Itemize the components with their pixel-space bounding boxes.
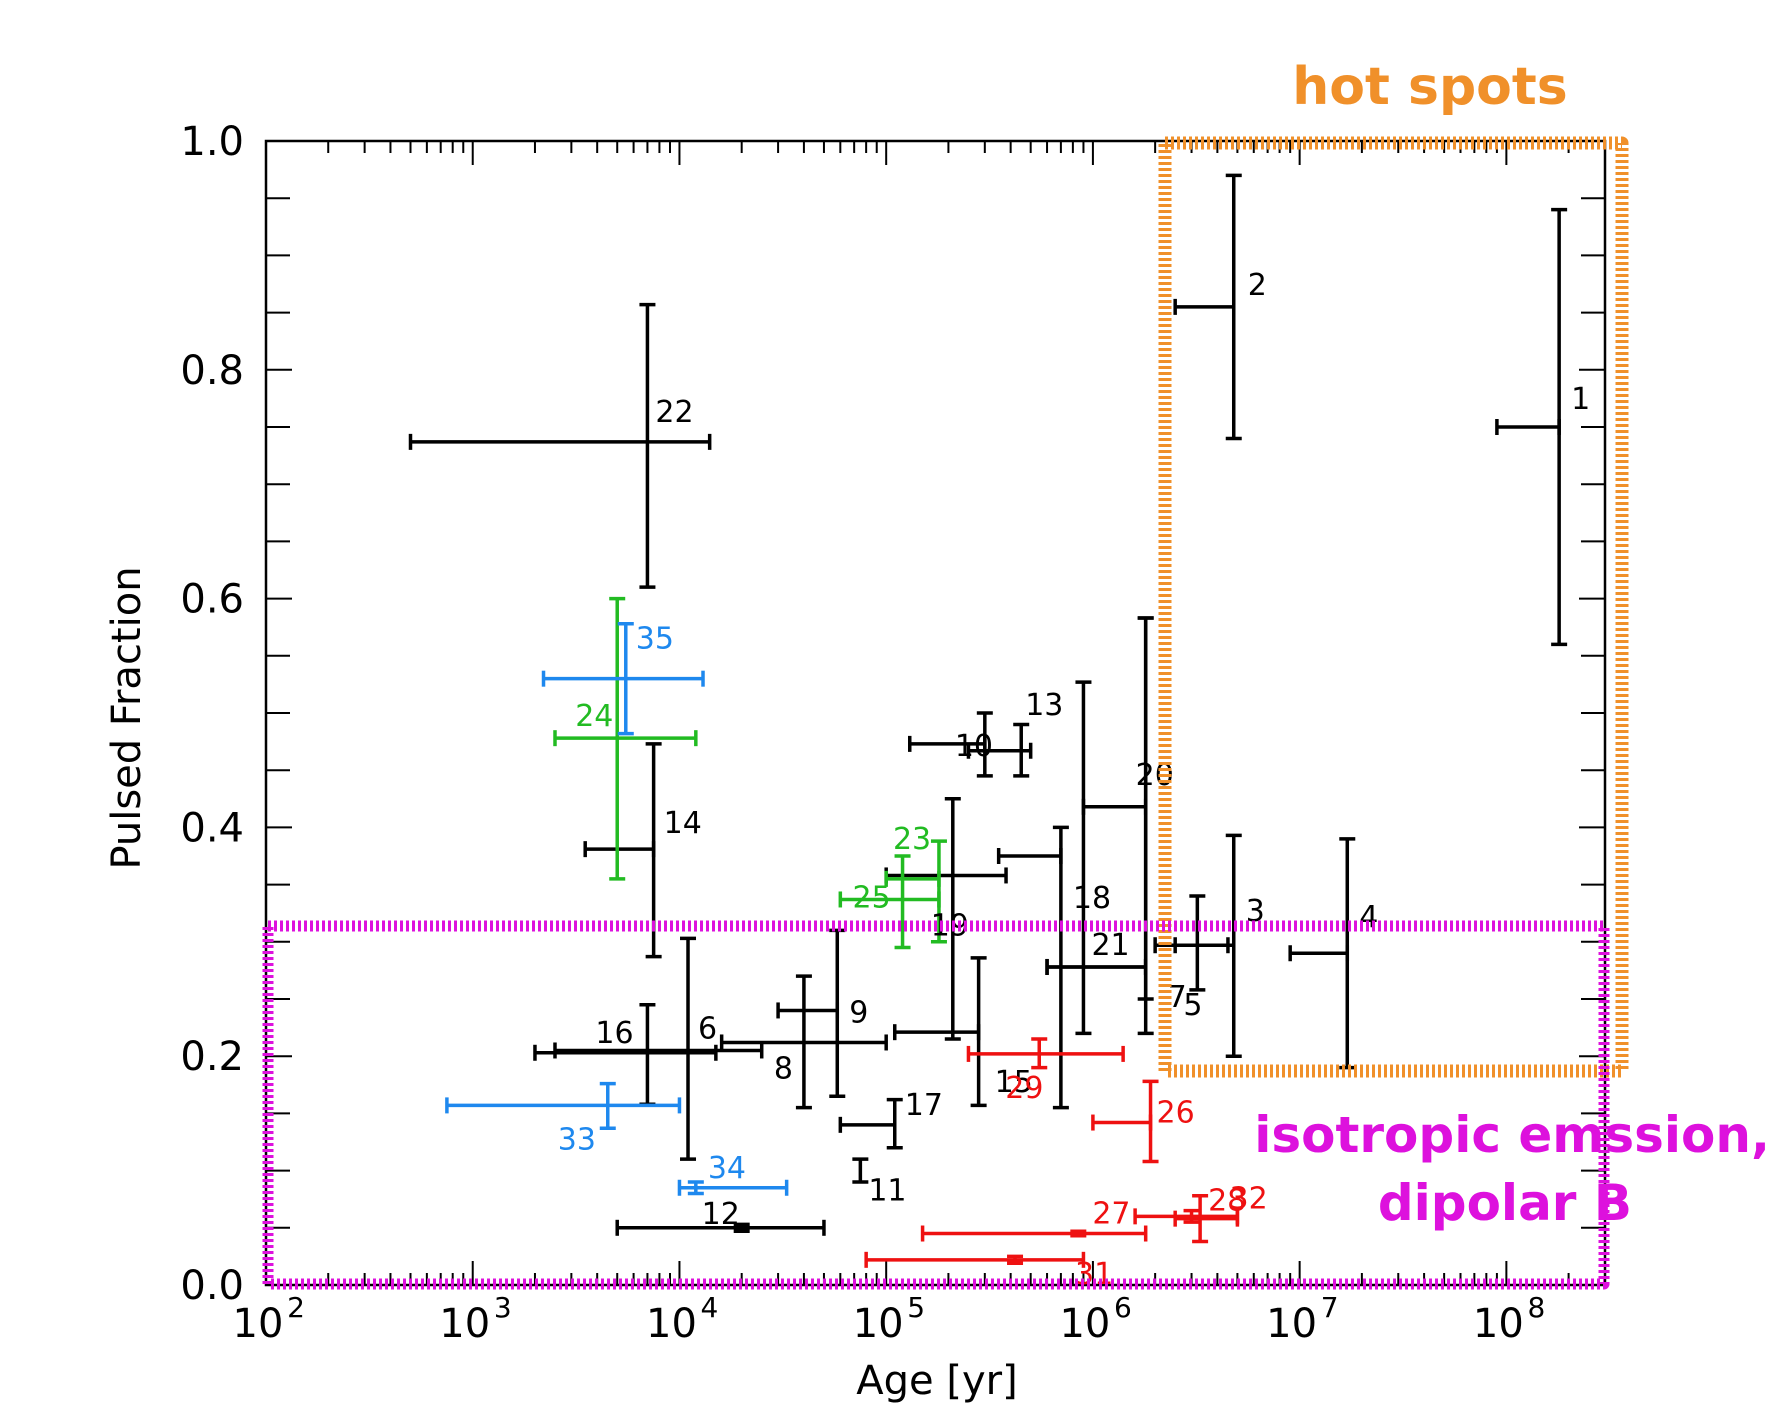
data-point-4 xyxy=(1288,837,1356,1070)
point-label-21: 21 xyxy=(1091,928,1129,963)
x-tick-label-exponent: 4 xyxy=(701,1291,719,1324)
point-label-8: 8 xyxy=(774,1051,793,1086)
point-label-13: 13 xyxy=(1025,688,1063,723)
data-point-23 xyxy=(884,839,947,944)
x-tick-label: 10 xyxy=(853,1301,904,1347)
x-axis-label: Age [yr] xyxy=(856,1358,1017,1404)
y-tick-label: 1.0 xyxy=(180,119,244,165)
point-label-16: 16 xyxy=(595,1016,633,1051)
data-point-21 xyxy=(1045,680,1148,1036)
data-point-25 xyxy=(838,854,941,950)
point-label-32: 32 xyxy=(1230,1181,1268,1216)
data-point-22 xyxy=(408,302,712,589)
point-label-12: 12 xyxy=(702,1197,740,1232)
isotropic-emission-region xyxy=(262,920,1610,1290)
hot-spots-label: hot spots xyxy=(1292,57,1567,117)
x-tick-label-exponent: 2 xyxy=(287,1291,305,1324)
point-label-11: 11 xyxy=(868,1174,906,1209)
x-tick-label-exponent: 6 xyxy=(1114,1291,1132,1324)
point-label-26: 26 xyxy=(1157,1096,1195,1131)
point-label-5: 5 xyxy=(1183,988,1202,1023)
data-point-35 xyxy=(541,622,705,736)
data-point-31 xyxy=(864,1251,1086,1268)
data-point-17 xyxy=(838,1097,903,1150)
data-point-8 xyxy=(719,974,888,1110)
x-tick-label: 10 xyxy=(1059,1301,1110,1347)
point-label-15: 15 xyxy=(995,1065,1033,1100)
data-point-2 xyxy=(1173,173,1242,441)
x-tick-label-exponent: 3 xyxy=(494,1291,512,1324)
point-label-10: 10 xyxy=(955,729,993,764)
point-label-27: 27 xyxy=(1092,1197,1130,1232)
y-tick-label: 0.8 xyxy=(180,348,244,394)
point-label-14: 14 xyxy=(664,806,702,841)
data-point-10 xyxy=(907,711,993,778)
data-point-24 xyxy=(553,596,698,881)
y-tick-label: 0.6 xyxy=(180,577,244,623)
point-label-19: 19 xyxy=(931,908,969,943)
point-label-17: 17 xyxy=(905,1088,943,1123)
x-tick-label: 10 xyxy=(1473,1301,1524,1347)
x-tick-label-exponent: 7 xyxy=(1321,1291,1339,1324)
y-tick-label: 0.0 xyxy=(180,1263,244,1309)
data-point-6 xyxy=(553,936,764,1161)
data-point-13 xyxy=(966,722,1033,778)
point-label-34: 34 xyxy=(708,1151,746,1186)
data-point-32 xyxy=(1133,1208,1240,1225)
y-tick-label: 0.2 xyxy=(180,1034,244,1080)
x-tick-label-exponent: 8 xyxy=(1527,1291,1545,1324)
point-label-6: 6 xyxy=(698,1011,717,1046)
y-axis-label: Pulsed Fraction xyxy=(104,566,150,869)
point-label-7: 7 xyxy=(1168,980,1187,1015)
data-point-26 xyxy=(1091,1079,1159,1164)
x-tick-label: 10 xyxy=(439,1301,490,1347)
data-point-15 xyxy=(892,956,987,1108)
data-point-34 xyxy=(677,1179,789,1196)
data-point-29 xyxy=(966,1037,1125,1070)
point-label-23: 23 xyxy=(893,822,931,857)
dipolar-b-label: dipolar B xyxy=(1378,1174,1632,1232)
region-annotations: hot spots isotropic emssion, dipolar B xyxy=(262,57,1770,1290)
data-point-20 xyxy=(1081,616,1154,1036)
axis-ticks: 10 2 10 3 10 4 10 5 10 6 10 7 10 80.00.20.40.60.81.0 xyxy=(180,119,1606,1347)
data-point-11 xyxy=(852,1157,869,1184)
x-tick-label: 10 xyxy=(1266,1301,1317,1347)
point-label-1: 1 xyxy=(1571,382,1590,417)
point-labels: 123 4567891011121314151617181920212223242… xyxy=(558,268,1590,1292)
data-point-5 xyxy=(1153,894,1230,992)
data-point-33 xyxy=(445,1081,682,1131)
point-label-9: 9 xyxy=(849,995,868,1030)
hot-spots-region xyxy=(1158,136,1629,1078)
x-tick-label: 10 xyxy=(233,1301,284,1347)
data-point-27 xyxy=(920,1225,1148,1242)
data-point-16 xyxy=(533,1002,718,1106)
point-label-29: 29 xyxy=(1005,1071,1043,1106)
point-label-28: 28 xyxy=(1208,1184,1246,1219)
point-label-22: 22 xyxy=(655,395,693,430)
point-label-24: 24 xyxy=(575,699,613,734)
data-point-9 xyxy=(776,928,846,1098)
x-tick-label-exponent: 5 xyxy=(907,1291,925,1324)
x-tick-label: 10 xyxy=(646,1301,697,1347)
data-point-19 xyxy=(884,797,1008,1041)
point-label-35: 35 xyxy=(636,622,674,657)
y-tick-label: 0.4 xyxy=(180,805,244,851)
point-label-18: 18 xyxy=(1073,881,1111,916)
point-label-25: 25 xyxy=(853,880,891,915)
data-point-1 xyxy=(1495,207,1568,647)
point-label-33: 33 xyxy=(558,1122,596,1157)
point-label-2: 2 xyxy=(1248,268,1267,303)
point-label-3: 3 xyxy=(1246,894,1265,929)
data-points xyxy=(408,173,1568,1268)
data-point-12 xyxy=(615,1219,826,1236)
isotropic-emission-label: isotropic emssion, xyxy=(1254,1106,1770,1164)
